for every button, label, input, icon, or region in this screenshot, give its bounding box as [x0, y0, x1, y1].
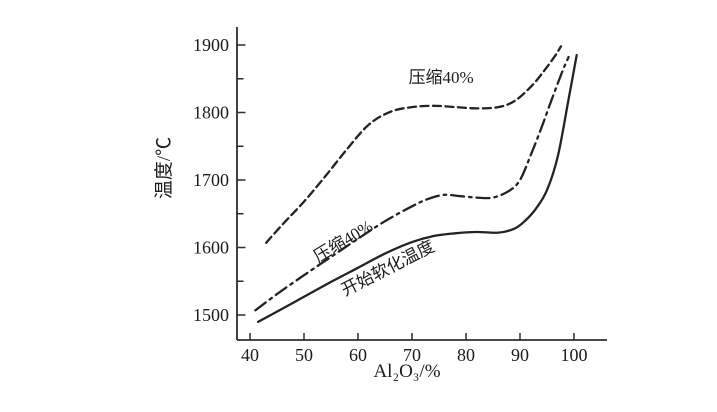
- y-tick-label: 1700: [193, 170, 229, 190]
- x-tick-label: 80: [457, 345, 475, 365]
- x-tick-label: 40: [241, 345, 259, 365]
- y-tick-label: 1900: [193, 35, 229, 55]
- x-tick-label: 100: [561, 345, 588, 365]
- x-tick-label: 60: [349, 345, 367, 365]
- x-axis-title: Al₂O₃/%: [373, 361, 440, 382]
- y-axis-title: 温度/℃: [153, 137, 175, 199]
- x-tick-label: 90: [511, 345, 529, 365]
- y-tick-label: 1500: [193, 305, 229, 325]
- label-compression40-upper: 压缩40%: [409, 68, 474, 87]
- curve-compression40-dashdot: [254, 55, 570, 312]
- curve-compression40-dashed: [265, 45, 563, 244]
- x-tick-label: 50: [295, 345, 313, 365]
- curve-softening-solid: [256, 53, 578, 323]
- y-tick-label: 1600: [193, 238, 229, 258]
- x-tick-label: 70: [403, 345, 421, 365]
- y-tick-label: 1800: [193, 103, 229, 123]
- label-compression40-middle: 压缩40%: [310, 217, 376, 267]
